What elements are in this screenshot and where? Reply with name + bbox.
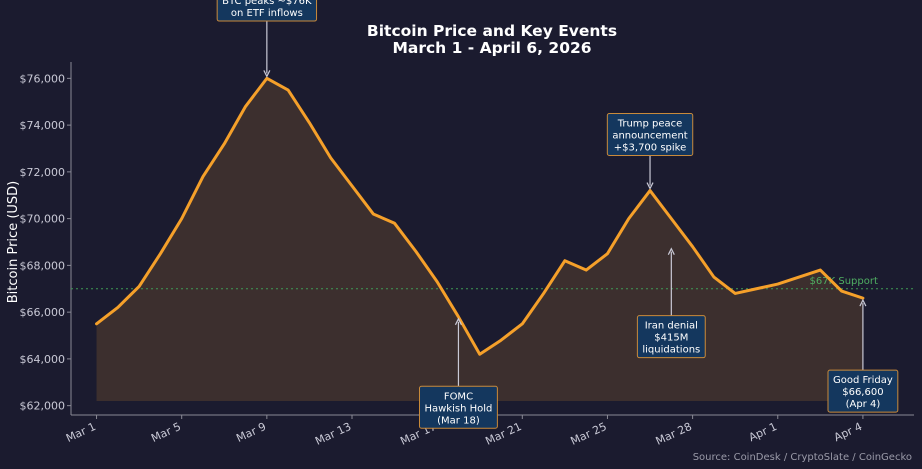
annotation-text: Hawkish Hold xyxy=(424,403,492,414)
annotation-text: (Mar 18) xyxy=(437,415,480,426)
y-tick-label: $76,000 xyxy=(20,72,66,85)
annotation-text: $415M xyxy=(654,333,688,344)
annotation-arrow-head xyxy=(263,70,271,78)
y-axis-label: Bitcoin Price (USD) xyxy=(6,181,21,303)
annotation-text: (Apr 4) xyxy=(846,399,881,410)
annotation-text: liquidations xyxy=(642,345,700,356)
annotation-box xyxy=(827,369,899,413)
source-note: Source: CoinDesk / CryptoSlate / CoinGec… xyxy=(693,452,912,463)
annotation-box xyxy=(418,385,498,429)
annotation-text: Trump peace xyxy=(617,118,683,129)
annotation-box xyxy=(606,112,694,156)
annotation-text: FOMC xyxy=(444,391,473,402)
annotation-text: Good Friday xyxy=(833,375,893,386)
chart-subtitle: March 1 - April 6, 2026 xyxy=(392,39,591,57)
annotation-text: Iran denial xyxy=(645,321,698,332)
annotation-box xyxy=(636,315,706,359)
y-tick-label: $66,000 xyxy=(20,306,66,319)
y-tick-label: $68,000 xyxy=(20,259,66,272)
annotation-text: $66,600 xyxy=(842,387,883,398)
annotation-arrow-head xyxy=(454,317,462,326)
y-tick-label: $64,000 xyxy=(20,353,66,366)
annotation-arrow-head xyxy=(646,182,654,190)
y-tick-label: $72,000 xyxy=(20,166,66,179)
price-line xyxy=(95,76,865,356)
annotation-text: +$3,700 spike xyxy=(614,142,686,153)
plot-area: $62,000 $64,000 $66,000 $68,000 $70,000 $72,0… xyxy=(20,0,914,448)
annotation-text: on ETF inflows xyxy=(231,8,303,19)
annotation-text: BTC peaks ~$76K xyxy=(222,0,312,7)
support-line-label: $67K Support xyxy=(810,276,878,287)
annotation-arrow-head xyxy=(859,298,867,307)
y-tick-label: $62,000 xyxy=(20,400,66,413)
chart-title: Bitcoin Price and Key Events xyxy=(367,22,617,40)
annotation-box xyxy=(216,0,318,22)
y-tick-label: $74,000 xyxy=(20,119,66,132)
annotation-arrow-head xyxy=(667,247,675,255)
annotation: Good Friday$66,600(Apr 4) xyxy=(827,298,899,413)
annotation-text: announcement xyxy=(612,130,687,141)
y-tick-label: $70,000 xyxy=(20,213,66,226)
